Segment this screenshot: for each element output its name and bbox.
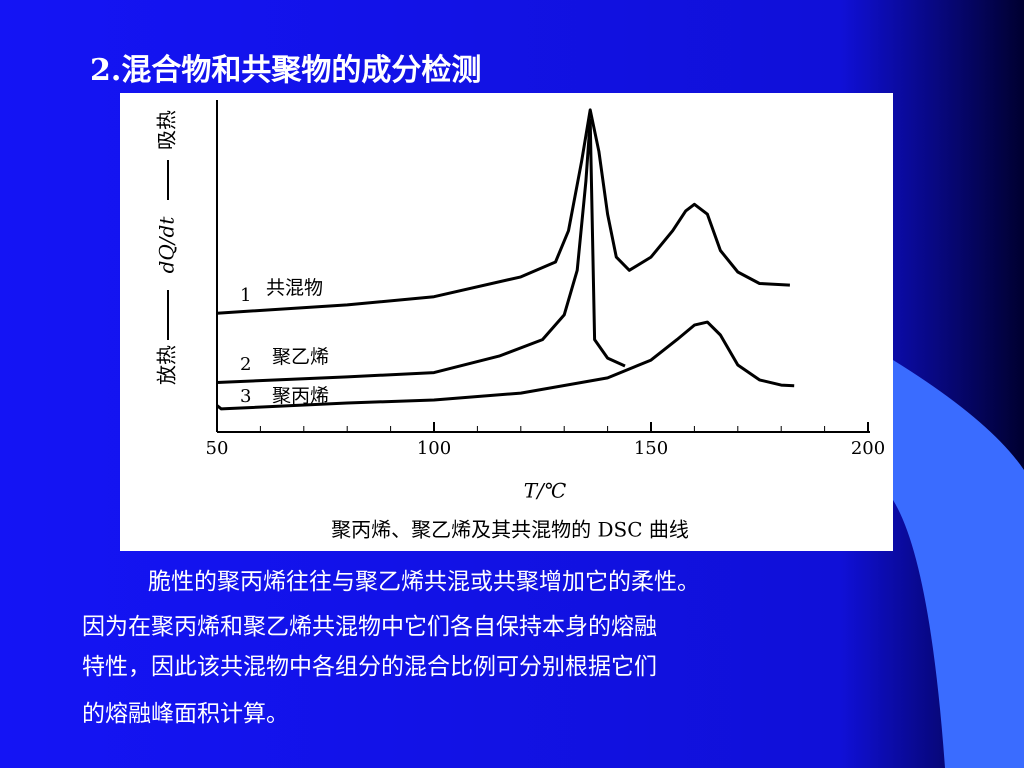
y-label-right: 吸热: [155, 110, 179, 150]
x-tick-label: 150: [634, 438, 668, 459]
series-number: 3: [240, 386, 251, 407]
decoration: [893, 360, 1024, 768]
line-series: [216, 118, 626, 384]
x-tick-label: 50: [206, 438, 229, 459]
y-axis-label: dQ/dt: [155, 216, 179, 274]
series-label: 共混物: [266, 277, 323, 299]
paragraph-line: 脆性的聚丙烯往往与聚乙烯共混或共聚增加它的柔性。: [148, 569, 700, 595]
slide-title: 2.混合物和共聚物的成分检测: [90, 53, 481, 88]
paragraph-line: 因为在聚丙烯和聚乙烯共混物中它们各自保持本身的熔融: [82, 614, 657, 640]
x-tick-label: 200: [851, 438, 885, 459]
paragraph-line: 的熔融峰面积计算。: [82, 701, 289, 727]
line-series: [216, 108, 790, 315]
paragraph-line: 特性，因此该共混物中各组分的混合比例可分别根据它们: [82, 654, 657, 680]
series-label: 聚乙烯: [272, 346, 329, 368]
caption: 聚丙烯、聚乙烯及其共混物的 DSC 曲线: [331, 518, 689, 542]
y-label-left: 放热: [155, 345, 179, 385]
x-axis-label: T/℃: [524, 479, 566, 503]
series-label: 聚丙烯: [272, 385, 329, 407]
series-number: 1: [240, 285, 251, 306]
line-series: [216, 320, 795, 411]
x-tick-label: 100: [417, 438, 451, 459]
figure-panel: [120, 93, 893, 551]
series-number: 2: [240, 354, 251, 375]
